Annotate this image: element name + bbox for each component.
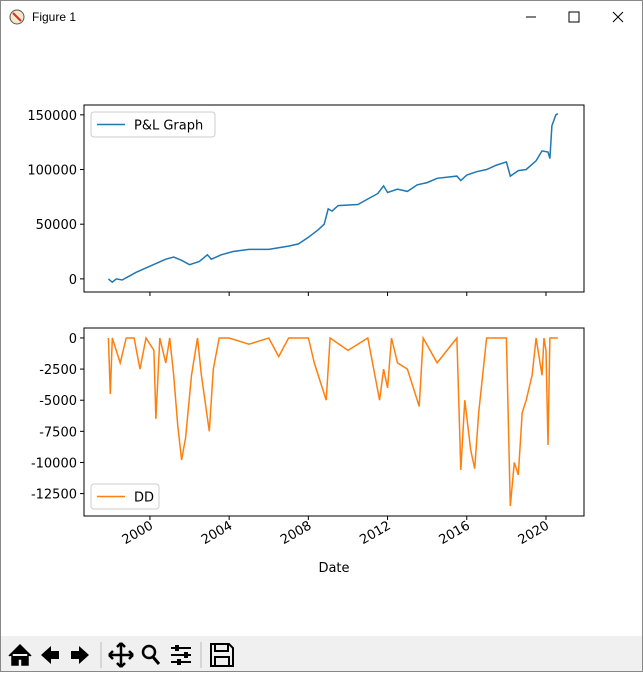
x-tick-label: 2000 bbox=[120, 518, 156, 548]
data-line bbox=[107, 113, 559, 284]
pan-button[interactable] bbox=[108, 642, 134, 668]
x-tick-label: 2008 bbox=[278, 518, 314, 548]
home-button[interactable] bbox=[8, 643, 32, 666]
x-tick-label: 2020 bbox=[516, 518, 552, 548]
legend-label: DD bbox=[134, 491, 154, 506]
plot-area bbox=[83, 327, 585, 517]
y-tick-label: 100000 bbox=[27, 164, 77, 179]
legend-label: P&L Graph bbox=[134, 119, 203, 134]
y-tick-label: -12500 bbox=[31, 488, 77, 503]
forward-button[interactable] bbox=[71, 646, 89, 664]
x-tick-label: 2016 bbox=[437, 518, 473, 548]
close[interactable] bbox=[612, 11, 624, 23]
y-tick-label: -7500 bbox=[39, 425, 77, 440]
x-tick-label: 2004 bbox=[199, 518, 235, 548]
app-icon bbox=[12, 12, 22, 22]
legend-box bbox=[90, 111, 216, 138]
y-tick-label: 0 bbox=[69, 332, 77, 347]
window-title: Figure 1 bbox=[32, 10, 77, 24]
data-line bbox=[107, 335, 558, 507]
configure-button bbox=[177, 659, 181, 665]
title-bar: Figure 1 bbox=[1, 1, 642, 33]
toolbar bbox=[1, 636, 642, 671]
y-tick-label: 150000 bbox=[27, 109, 77, 124]
y-tick-label: 0 bbox=[69, 273, 77, 288]
save-button[interactable] bbox=[210, 643, 234, 667]
zoom-button bbox=[151, 656, 161, 665]
x-tick-label: 2012 bbox=[357, 518, 393, 548]
zoom-button[interactable] bbox=[141, 644, 157, 660]
configure-button bbox=[175, 645, 179, 651]
y-tick-label: -2500 bbox=[39, 363, 77, 378]
y-tick-label: -10000 bbox=[31, 456, 77, 471]
x-axis-label: Date bbox=[318, 561, 349, 576]
configure-button bbox=[184, 652, 188, 658]
title-icons bbox=[9, 9, 624, 25]
toolbar-icons bbox=[8, 642, 234, 668]
figure: 0 50000 100000 150000 P&L Graph 0 -2500 -5000 -7… bbox=[27, 104, 585, 576]
y-tick-label: 50000 bbox=[36, 218, 77, 233]
y-tick-label: -5000 bbox=[39, 394, 77, 409]
back-button[interactable] bbox=[41, 646, 59, 664]
maximize[interactable] bbox=[568, 11, 580, 23]
